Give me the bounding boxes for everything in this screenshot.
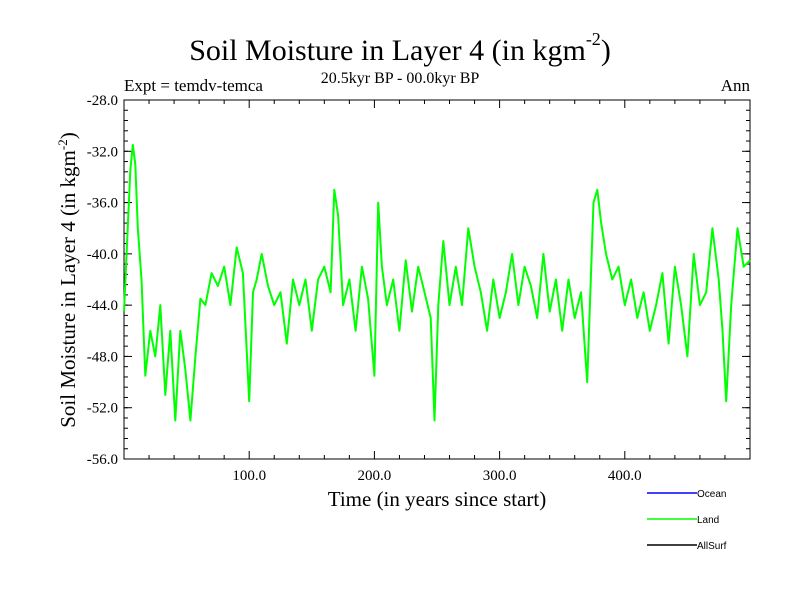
chart-title-close: ) (600, 34, 611, 67)
y-tick-label: -48.0 (87, 349, 118, 365)
x-axis-label: Time (in years since start) (327, 487, 547, 511)
y-tick-label: -32.0 (87, 144, 118, 160)
legend: Ocean Land AllSurf (647, 489, 727, 552)
y-tick-label: -40.0 (87, 247, 118, 263)
y-tick-label: -52.0 (87, 401, 118, 417)
y-tick-label: -36.0 (87, 196, 118, 212)
experiment-label: Expt = temdv-temca (124, 76, 263, 95)
y-tick-label: -44.0 (87, 298, 118, 314)
x-tick-label: 300.0 (483, 468, 517, 484)
chart-subtitle: 20.5kyr BP - 00.0kyr BP (320, 70, 480, 87)
chart-title-exponent: -2 (585, 29, 601, 49)
chart-title: Soil Moisture in Layer 4 (in kgm-2) (0, 30, 800, 68)
y-tick-label: -28.0 (87, 93, 118, 109)
legend-label-land: Land (697, 515, 719, 526)
axis-tick-labels: -56.0 -52.0 -48.0 -44.0 -40.0 -36.0 -32.0 -28.0… (87, 93, 642, 484)
data-series (123, 143, 751, 422)
x-tick-label: 200.0 (358, 468, 392, 484)
legend-label-allsurf: AllSurf (697, 541, 727, 552)
chart-title-text: Soil Moisture in Layer 4 (in kgm (189, 34, 586, 67)
x-tick-label: 400.0 (608, 468, 642, 484)
legend-label-ocean: Ocean (697, 489, 726, 500)
season-label: Ann (720, 76, 750, 95)
axis-ticks (124, 99, 750, 460)
x-tick-label: 100.0 (232, 468, 266, 484)
y-tick-label: -56.0 (87, 452, 118, 468)
plot-area-frame (123, 99, 751, 460)
series-line-land (123, 143, 751, 422)
